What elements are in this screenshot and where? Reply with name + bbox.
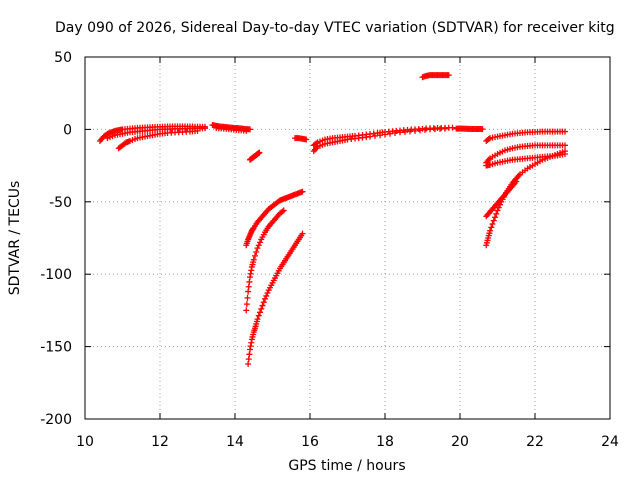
y-tick-label: -100 — [40, 267, 72, 283]
data-point — [263, 292, 270, 299]
data-point — [259, 302, 266, 309]
data-point — [262, 295, 268, 302]
x-tick-label: 24 — [601, 434, 619, 450]
data-point — [490, 217, 497, 224]
data-point — [562, 128, 568, 135]
data-point — [494, 207, 501, 214]
data-point — [257, 239, 263, 246]
series-arc-6 — [247, 149, 263, 163]
x-tick-label: 14 — [226, 434, 244, 450]
x-axis-label: GPS time / hours — [288, 458, 405, 474]
series-arc-15 — [483, 128, 568, 144]
data-point — [280, 207, 287, 214]
series-arc-3 — [115, 127, 201, 152]
data-point — [255, 242, 262, 249]
chart-title: Day 090 of 2026, Sidereal Day-to-day VTE… — [55, 20, 615, 36]
data-point — [260, 299, 267, 306]
y-tick-label: 50 — [54, 50, 72, 66]
data-point — [392, 130, 398, 137]
data-point — [264, 290, 271, 297]
series-arc-10 — [292, 135, 310, 143]
x-tick-label: 18 — [376, 434, 394, 450]
y-tick-label: -200 — [40, 412, 72, 428]
series-arc-8 — [243, 207, 287, 314]
series-arc-13 — [419, 72, 452, 81]
data-point — [252, 252, 258, 259]
data-point — [445, 72, 452, 79]
data-point — [279, 208, 286, 215]
series-arc-16 — [483, 142, 568, 166]
data-point — [382, 131, 388, 138]
x-tick-label: 12 — [151, 434, 169, 450]
data-point — [485, 136, 492, 143]
data-point — [202, 125, 208, 132]
data-point — [243, 127, 250, 134]
axis-ticks: 10 12 14 16 18 20 22 24 -200 -150 -100 -50 0 50 — [40, 50, 619, 450]
data-point — [492, 214, 498, 221]
series-arc-9 — [245, 230, 306, 367]
data-point — [449, 124, 456, 131]
data-point — [513, 178, 520, 185]
x-tick-label: 20 — [451, 434, 469, 450]
data-point — [256, 149, 263, 156]
data-point — [243, 307, 250, 314]
data-point — [194, 127, 201, 134]
y-tick-label: -50 — [49, 195, 72, 211]
data-point — [487, 227, 493, 234]
grid-lines — [85, 57, 610, 419]
data-point — [562, 148, 568, 155]
y-tick-label: 0 — [63, 122, 72, 138]
x-tick-label: 16 — [301, 434, 319, 450]
data-point — [299, 188, 306, 195]
data-series — [97, 72, 568, 367]
data-point — [257, 309, 263, 316]
series-arc-7 — [243, 188, 306, 249]
data-point — [387, 130, 393, 137]
data-point — [493, 210, 500, 217]
series-arc-14 — [453, 125, 486, 133]
data-point — [367, 133, 373, 140]
data-point — [258, 305, 265, 312]
data-point — [372, 132, 378, 139]
series-arc-5 — [213, 124, 250, 134]
data-point — [250, 256, 257, 263]
data-point — [243, 301, 250, 308]
data-point — [479, 126, 486, 133]
data-point — [244, 294, 251, 301]
series-arc-18 — [483, 148, 568, 249]
x-tick-label: 22 — [526, 434, 544, 450]
data-point — [299, 230, 306, 237]
data-point — [442, 125, 448, 132]
data-point — [255, 312, 262, 319]
data-point — [303, 136, 310, 143]
data-point — [247, 126, 253, 133]
series-arc-12 — [310, 125, 448, 155]
data-point — [562, 142, 568, 149]
y-axis-label: SDTVAR / TECUs — [7, 181, 23, 296]
y-tick-label: -150 — [40, 340, 72, 356]
x-tick-label: 10 — [76, 434, 94, 450]
data-point — [377, 132, 383, 139]
data-point — [254, 316, 261, 323]
data-point — [253, 248, 260, 255]
data-point — [254, 245, 261, 252]
series-arc-19 — [483, 178, 520, 220]
data-point — [489, 221, 496, 228]
plot-frame — [84, 56, 611, 420]
data-point — [488, 224, 495, 231]
